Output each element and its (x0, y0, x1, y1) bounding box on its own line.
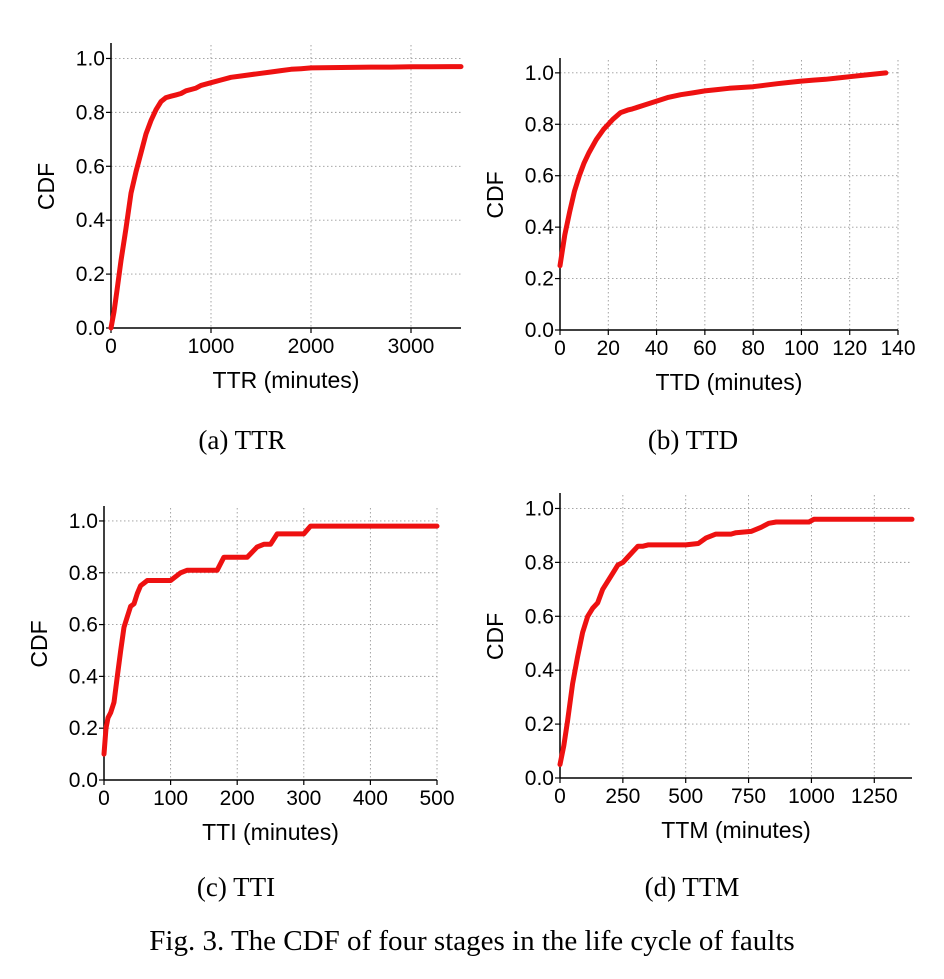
subcaption-tti: (c) TTI (196, 872, 276, 902)
cdf-line-tti (101, 523, 440, 757)
x-tick-label: 80 (741, 337, 764, 360)
panel-tti: 0 100 200 300 400 500 0.0 0.2 0.4 0.6 0.8 1.0 TTI (m… (26, 506, 455, 845)
x-tick-label: 40 (645, 337, 668, 360)
cdf-line-ttd (557, 70, 889, 269)
x-tick-label: 0 (554, 337, 566, 360)
cdf-line-ttm (557, 516, 915, 767)
x-tick-label: 400 (353, 787, 388, 810)
x-tick-label: 60 (693, 337, 716, 360)
panel-ttr: 0 1000 2000 3000 0.0 0.2 0.4 0.6 0.8 1.0 TTR (minu… (33, 43, 464, 393)
y-tick-label: 1.0 (525, 497, 554, 520)
x-tick-label: 750 (731, 785, 766, 808)
x-axis-title: TTI (minutes) (202, 819, 339, 845)
y-tick-label: 0.4 (525, 216, 555, 239)
x-tick-label: 500 (419, 787, 454, 810)
y-axis-title: CDF (482, 613, 508, 660)
x-tick-label: 0 (554, 785, 566, 808)
y-tick-label: 0.8 (69, 562, 98, 585)
x-axis-title: TTR (minutes) (213, 367, 360, 393)
subcaption-ttd: (b) TTD (647, 425, 739, 455)
y-tick-label: 0.8 (76, 101, 105, 124)
panel-ttm: 0 250 500 750 1000 1250 0.0 0.2 0.4 0.6 0.8 1.0 TTM … (482, 493, 915, 843)
x-tick-label: 100 (784, 337, 819, 360)
x-tick-label: 3000 (388, 335, 435, 358)
x-axis-title: TTM (minutes) (661, 817, 811, 843)
x-tick-label: 140 (880, 337, 915, 360)
y-tick-label: 0.0 (76, 317, 105, 340)
subcaption-ttr: (a) TTR (198, 425, 286, 455)
y-tick-label: 0.6 (525, 605, 554, 628)
y-tick-label: 0.0 (69, 769, 98, 792)
y-tick-label: 0.4 (69, 665, 99, 688)
x-tick-label: 1000 (788, 785, 835, 808)
x-tick-label: 120 (832, 337, 867, 360)
x-tick-label: 500 (668, 785, 703, 808)
y-tick-label: 0.8 (525, 551, 554, 574)
y-tick-label: 0.8 (525, 113, 554, 136)
x-tick-label: 0 (98, 787, 110, 810)
x-tick-label: 1000 (188, 335, 235, 358)
x-tick-label: 250 (605, 785, 640, 808)
panel-ttd: 0 20 40 60 80 100 120 140 0.0 0.2 0.4 0.6 0.8 1.0 TTD … (482, 58, 916, 395)
x-tick-label: 100 (153, 787, 188, 810)
y-axis-title: CDF (26, 620, 52, 667)
x-axis-title: TTD (minutes) (656, 369, 803, 395)
cdf-line-ttr (108, 64, 464, 331)
y-axis-title: CDF (33, 163, 59, 210)
x-tick-label: 200 (220, 787, 255, 810)
y-tick-label: 0.6 (76, 155, 105, 178)
x-tick-label: 1250 (851, 785, 898, 808)
y-tick-label: 0.0 (525, 767, 554, 790)
figure-caption: Fig. 3. The CDF of four stages in the li… (149, 925, 795, 957)
subcaption-ttm: (d) TTM (644, 872, 740, 902)
y-tick-label: 1.0 (525, 62, 554, 85)
x-tick-label: 0 (105, 335, 117, 358)
y-tick-label: 0.6 (69, 614, 98, 637)
x-tick-label: 20 (597, 337, 620, 360)
y-tick-label: 0.2 (76, 263, 105, 286)
x-tick-label: 300 (286, 787, 321, 810)
y-tick-label: 0.2 (525, 713, 554, 736)
y-tick-label: 0.2 (525, 268, 554, 291)
y-tick-label: 0.4 (525, 659, 555, 682)
y-tick-label: 1.0 (76, 47, 105, 70)
y-axis-title: CDF (482, 171, 508, 218)
y-tick-label: 0.0 (525, 319, 554, 342)
y-tick-label: 0.4 (76, 209, 106, 232)
x-tick-label: 2000 (288, 335, 335, 358)
y-tick-label: 0.6 (525, 165, 554, 188)
y-tick-label: 0.2 (69, 717, 98, 740)
y-tick-label: 1.0 (69, 510, 98, 533)
